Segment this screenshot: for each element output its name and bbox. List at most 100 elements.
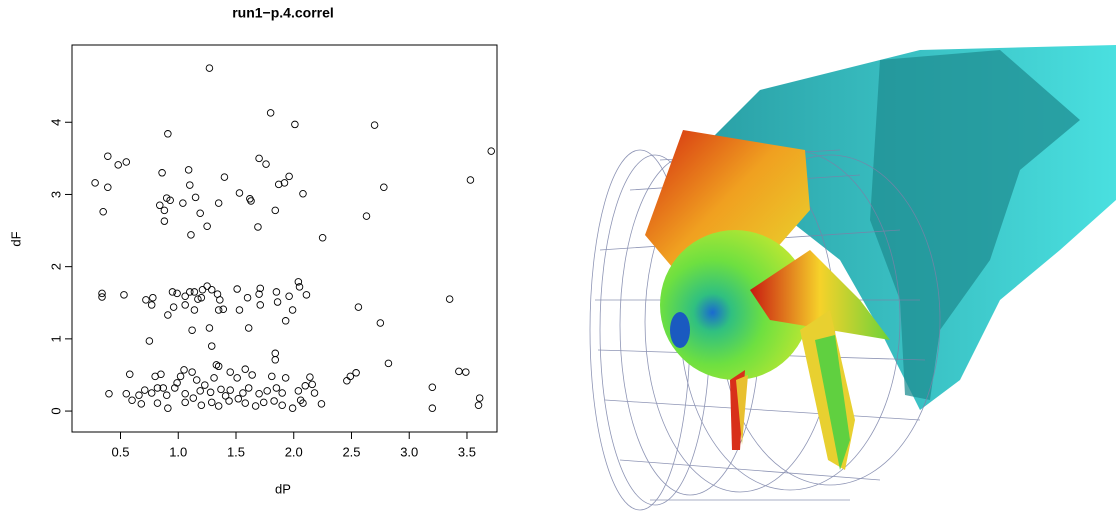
point xyxy=(294,278,303,286)
point xyxy=(205,64,214,72)
point xyxy=(256,284,264,293)
point xyxy=(384,359,393,368)
point xyxy=(105,389,113,398)
point xyxy=(428,404,437,412)
point xyxy=(214,199,223,207)
point xyxy=(271,206,280,215)
point xyxy=(142,296,150,304)
point xyxy=(181,389,189,398)
y-tick-label: 3 xyxy=(48,191,63,198)
point xyxy=(247,197,255,205)
point xyxy=(352,369,360,377)
x-tick-label: 3.0 xyxy=(400,444,418,459)
point xyxy=(186,181,194,189)
blade-edge xyxy=(815,335,850,470)
point xyxy=(226,386,234,394)
point xyxy=(475,394,484,402)
point xyxy=(244,324,253,332)
point xyxy=(241,365,249,373)
point xyxy=(171,384,179,392)
point xyxy=(181,301,189,309)
point xyxy=(233,374,241,382)
scatter-plot: run1−p.4.correl dP dF 0.5 1.0 1.5 2.0 2.5 3.0… xyxy=(8,5,498,496)
point xyxy=(251,402,260,410)
point xyxy=(125,370,134,378)
point xyxy=(114,161,122,169)
point xyxy=(302,291,311,299)
point xyxy=(122,389,131,398)
point xyxy=(306,373,314,381)
point xyxy=(317,400,326,408)
point xyxy=(235,189,244,197)
point xyxy=(190,288,199,296)
x-tick-label: 2.5 xyxy=(342,444,360,459)
point xyxy=(98,289,106,298)
point xyxy=(255,290,263,298)
y-tick-label: 4 xyxy=(48,119,63,126)
blade xyxy=(750,250,890,340)
point xyxy=(158,169,166,177)
point xyxy=(255,154,263,163)
point xyxy=(210,374,218,382)
point xyxy=(201,381,209,389)
point xyxy=(157,370,165,378)
point xyxy=(376,319,385,327)
point xyxy=(104,183,112,191)
point xyxy=(168,288,177,296)
point xyxy=(299,399,307,407)
point xyxy=(212,361,221,369)
point xyxy=(164,311,172,319)
point xyxy=(197,293,206,302)
point xyxy=(266,109,275,117)
point xyxy=(137,400,146,408)
point xyxy=(173,379,181,387)
point xyxy=(181,398,189,407)
duct-shadow xyxy=(870,50,1080,400)
point xyxy=(219,305,228,314)
point xyxy=(221,392,230,400)
point xyxy=(189,394,198,402)
point xyxy=(214,306,223,314)
point xyxy=(255,389,263,398)
point xyxy=(141,386,149,394)
point xyxy=(271,356,280,364)
point xyxy=(91,179,99,187)
point xyxy=(466,176,475,184)
point xyxy=(310,389,319,397)
point xyxy=(184,166,193,174)
point xyxy=(147,301,156,309)
point xyxy=(234,395,243,403)
blade-edge xyxy=(736,375,748,445)
x-tick-label: 1.0 xyxy=(169,444,187,459)
point xyxy=(207,398,216,407)
point xyxy=(214,362,223,371)
point xyxy=(262,160,270,168)
point xyxy=(233,285,241,293)
hub-tip xyxy=(670,312,690,348)
point xyxy=(318,234,327,242)
point xyxy=(288,306,297,314)
point xyxy=(179,199,187,207)
point xyxy=(362,212,371,220)
point xyxy=(188,368,196,376)
point xyxy=(217,385,225,394)
point xyxy=(370,121,379,129)
point xyxy=(206,388,215,397)
point xyxy=(270,397,278,405)
point xyxy=(455,367,463,376)
point xyxy=(196,387,204,395)
point xyxy=(176,372,185,381)
point xyxy=(162,391,171,399)
point xyxy=(160,206,169,215)
point xyxy=(198,286,207,294)
point xyxy=(288,404,297,412)
point xyxy=(474,401,483,410)
point xyxy=(248,371,256,379)
point xyxy=(274,180,283,189)
point xyxy=(197,401,206,410)
point xyxy=(239,389,247,397)
point xyxy=(169,303,178,311)
point xyxy=(173,289,181,298)
point xyxy=(203,282,211,290)
point xyxy=(281,317,290,325)
